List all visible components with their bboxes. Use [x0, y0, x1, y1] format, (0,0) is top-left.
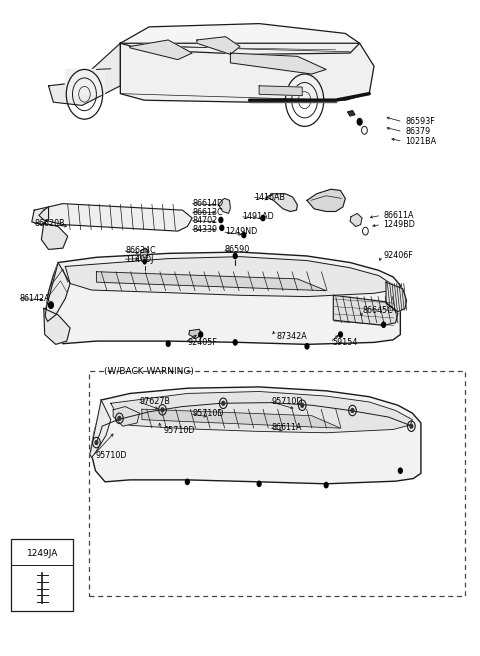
Polygon shape: [189, 329, 202, 338]
Text: 95710D: 95710D: [271, 397, 302, 406]
Circle shape: [261, 215, 265, 220]
Text: 95710D: 95710D: [96, 451, 127, 460]
Text: 86634C: 86634C: [125, 246, 156, 255]
Text: 86379: 86379: [405, 127, 431, 136]
Polygon shape: [41, 223, 68, 249]
Circle shape: [242, 232, 246, 237]
Text: (W/BACK WARNING): (W/BACK WARNING): [104, 367, 193, 377]
Circle shape: [144, 260, 146, 264]
Circle shape: [199, 332, 203, 337]
Text: 59154: 59154: [332, 338, 358, 347]
Polygon shape: [96, 272, 326, 291]
Circle shape: [166, 341, 170, 346]
Polygon shape: [333, 295, 398, 325]
FancyBboxPatch shape: [89, 371, 465, 596]
Polygon shape: [111, 392, 412, 433]
Text: 1140DJ: 1140DJ: [125, 255, 154, 264]
Text: 95710D: 95710D: [163, 426, 195, 435]
Text: 95710D: 95710D: [192, 409, 224, 419]
Polygon shape: [120, 24, 360, 54]
Polygon shape: [45, 262, 70, 321]
Circle shape: [398, 468, 402, 474]
Polygon shape: [350, 213, 362, 226]
Text: 84339: 84339: [192, 224, 217, 234]
Circle shape: [382, 322, 385, 327]
Circle shape: [357, 119, 362, 125]
Circle shape: [233, 340, 237, 345]
Polygon shape: [142, 409, 340, 428]
Text: 1249BD: 1249BD: [384, 220, 416, 229]
Text: 86593F: 86593F: [405, 117, 435, 127]
Text: 86613C: 86613C: [192, 208, 223, 216]
Circle shape: [324, 483, 328, 487]
Polygon shape: [113, 407, 140, 426]
Text: 86590: 86590: [225, 245, 250, 254]
Polygon shape: [90, 400, 111, 458]
Polygon shape: [197, 37, 240, 54]
Circle shape: [257, 482, 261, 486]
Circle shape: [219, 217, 223, 222]
Text: 86645C: 86645C: [362, 306, 393, 315]
Text: 1021BA: 1021BA: [405, 137, 436, 146]
Polygon shape: [266, 194, 298, 211]
Circle shape: [95, 441, 98, 445]
Polygon shape: [307, 189, 345, 211]
Text: 1249JA: 1249JA: [27, 549, 58, 558]
Polygon shape: [259, 86, 302, 96]
Polygon shape: [141, 248, 148, 262]
Polygon shape: [130, 40, 192, 60]
Text: 1249ND: 1249ND: [225, 227, 257, 236]
Polygon shape: [386, 282, 407, 312]
Circle shape: [118, 417, 121, 420]
Text: 87342A: 87342A: [277, 332, 308, 341]
Polygon shape: [46, 252, 400, 344]
Polygon shape: [44, 308, 70, 344]
Text: 86611A: 86611A: [271, 423, 301, 432]
Circle shape: [185, 480, 189, 484]
Polygon shape: [91, 387, 421, 483]
Polygon shape: [39, 203, 192, 231]
Polygon shape: [65, 70, 104, 94]
Circle shape: [48, 302, 53, 308]
Text: 84702: 84702: [192, 216, 217, 225]
Circle shape: [305, 344, 309, 349]
Circle shape: [222, 401, 225, 405]
Circle shape: [220, 225, 224, 230]
Circle shape: [351, 409, 354, 413]
Circle shape: [410, 424, 413, 428]
Bar: [11, 539, 73, 611]
Text: 1416AB: 1416AB: [254, 193, 285, 201]
Polygon shape: [348, 111, 355, 116]
Text: 86614D: 86614D: [192, 199, 223, 208]
Circle shape: [161, 408, 164, 412]
Text: 86142A: 86142A: [20, 294, 50, 303]
Polygon shape: [120, 43, 374, 102]
Circle shape: [301, 403, 304, 407]
Polygon shape: [48, 43, 120, 106]
Polygon shape: [218, 198, 230, 213]
Text: 92406F: 92406F: [384, 251, 413, 260]
Polygon shape: [230, 53, 326, 74]
Text: 97627B: 97627B: [140, 397, 170, 406]
Circle shape: [233, 253, 237, 258]
Text: 1491AD: 1491AD: [242, 213, 274, 221]
Circle shape: [338, 332, 342, 337]
Text: 92405F: 92405F: [187, 338, 217, 347]
Polygon shape: [65, 256, 396, 297]
Text: 86611A: 86611A: [384, 211, 414, 220]
Text: 86620B: 86620B: [34, 218, 65, 228]
Polygon shape: [32, 207, 48, 224]
